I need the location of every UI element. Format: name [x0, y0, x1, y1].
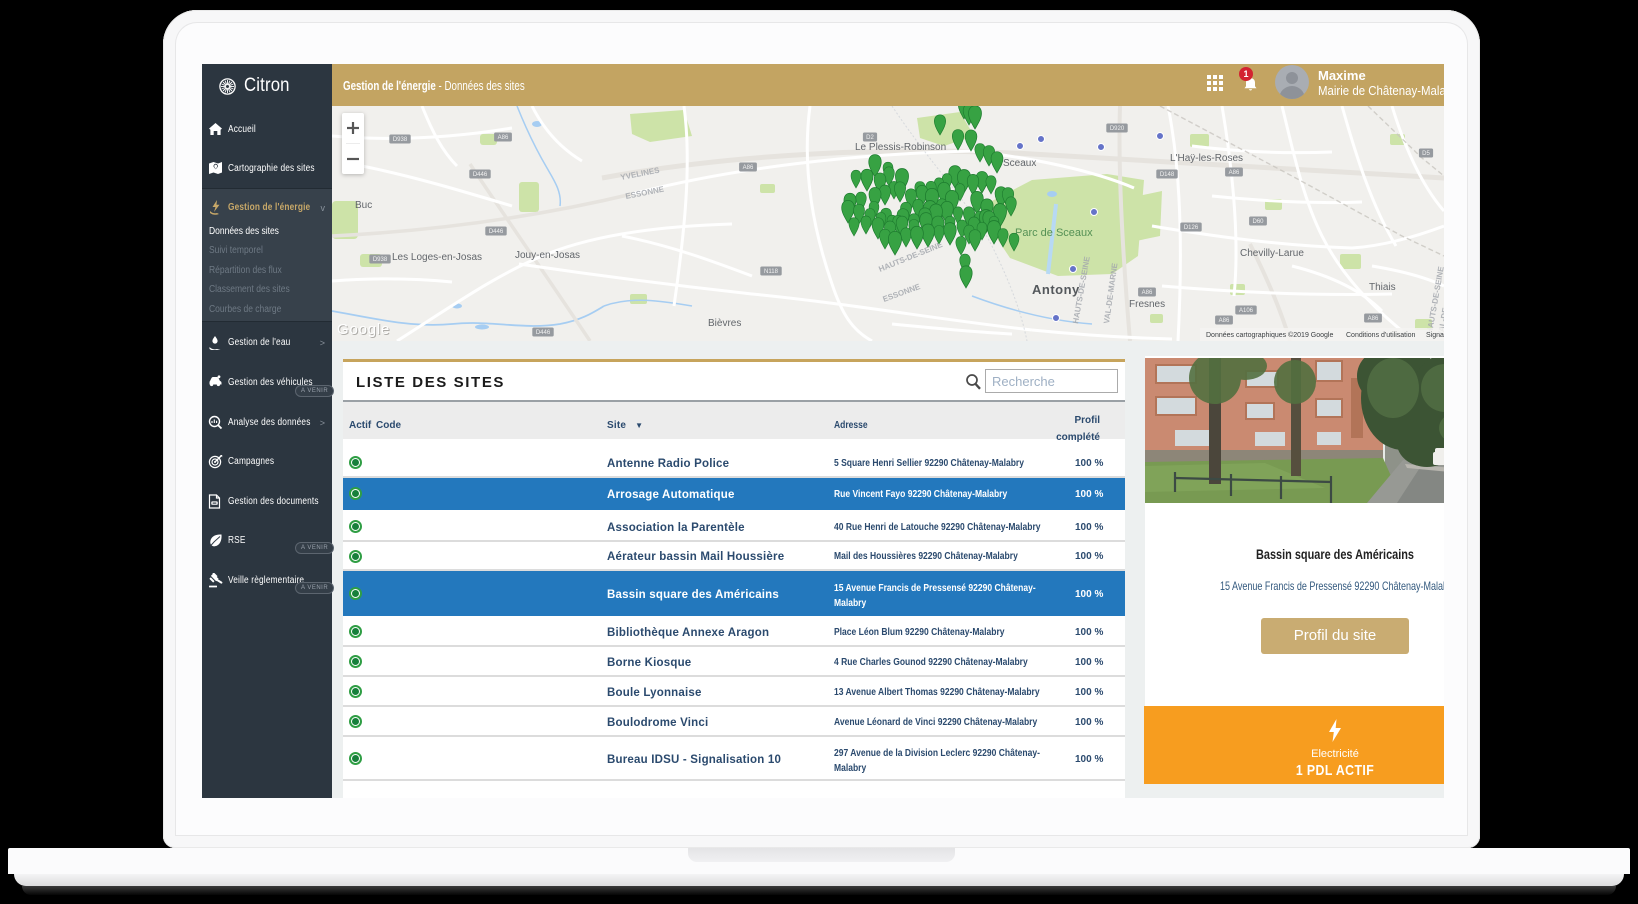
svg-text:Parc de Sceaux: Parc de Sceaux	[1015, 227, 1093, 239]
svg-text:A86: A86	[1368, 316, 1379, 322]
svg-text:Sceaux: Sceaux	[1003, 158, 1036, 169]
svg-text:D920: D920	[1110, 126, 1125, 132]
svg-text:D148: D148	[1160, 172, 1175, 178]
svg-text:A86: A86	[498, 135, 509, 141]
svg-text:Antony: Antony	[1032, 282, 1080, 297]
svg-text:D446: D446	[536, 330, 551, 336]
svg-text:A86: A86	[1142, 290, 1153, 296]
svg-text:D938: D938	[373, 257, 388, 263]
svg-text:D126: D126	[1184, 225, 1199, 231]
svg-text:Fresnes: Fresnes	[1129, 299, 1165, 310]
svg-text:Google: Google	[338, 322, 391, 339]
svg-text:A86: A86	[1229, 170, 1240, 176]
svg-text:Données cartographiques ©2019: Données cartographiques ©2019 Google	[1206, 331, 1333, 339]
svg-text:Buc: Buc	[355, 200, 372, 211]
svg-text:D2: D2	[866, 135, 874, 141]
svg-text:Chevilly-Larue: Chevilly-Larue	[1240, 248, 1304, 259]
svg-text:Bièvres: Bièvres	[708, 318, 741, 329]
svg-text:Les Loges-en-Josas: Les Loges-en-Josas	[392, 252, 482, 263]
svg-text:A86: A86	[1219, 318, 1230, 324]
svg-text:A86: A86	[743, 165, 754, 171]
svg-text:Signaler: Signaler	[1426, 332, 1444, 339]
svg-text:Thiais: Thiais	[1369, 282, 1396, 293]
svg-text:Conditions d'utilisation: Conditions d'utilisation	[1346, 332, 1416, 339]
svg-text:A106: A106	[1239, 308, 1254, 314]
svg-text:D938: D938	[393, 137, 408, 143]
svg-text:Google: Google	[337, 321, 390, 338]
svg-text:D5: D5	[1422, 151, 1430, 157]
svg-text:VAL-DE-: VAL-DE-	[1436, 304, 1444, 337]
svg-text:N118: N118	[764, 269, 779, 275]
svg-text:D446: D446	[489, 229, 504, 235]
svg-text:D60: D60	[1252, 219, 1264, 225]
svg-text:Le Plessis-Robinson: Le Plessis-Robinson	[855, 142, 946, 153]
svg-text:L'Haÿ-les-Roses: L'Haÿ-les-Roses	[1170, 153, 1243, 164]
svg-text:D446: D446	[473, 172, 488, 178]
svg-text:Jouy-en-Josas: Jouy-en-Josas	[515, 250, 580, 261]
